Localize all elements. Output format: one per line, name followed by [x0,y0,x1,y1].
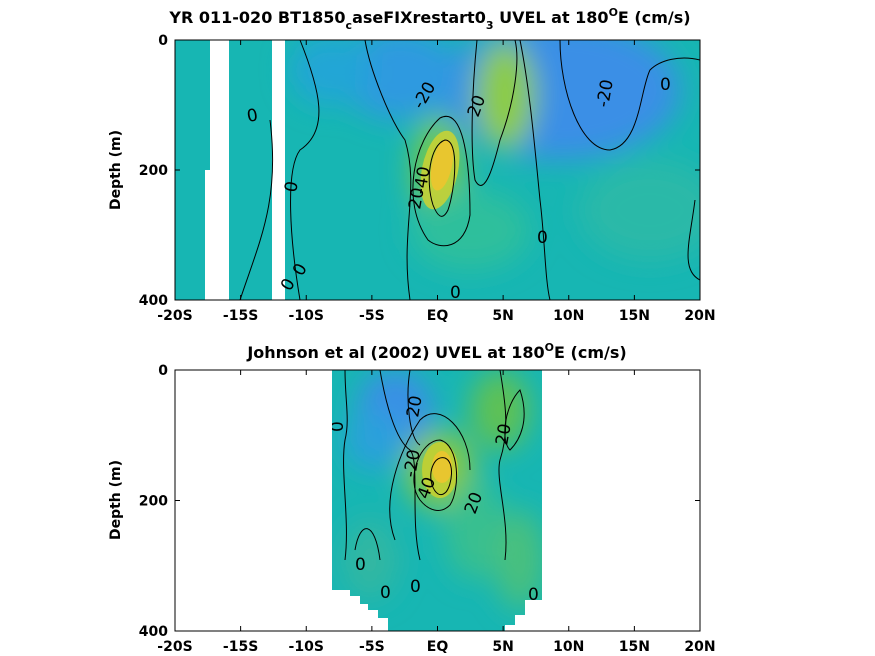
svg-text:0: 0 [328,421,348,432]
panel-2-ylabel: Depth (m) [108,460,124,540]
svg-text:0: 0 [528,585,539,605]
x-tick-label: -5S [359,639,385,655]
svg-text:0: 0 [450,283,461,303]
y-tick-label: 200 [139,163,168,179]
x-tick-label: -5S [359,308,385,324]
svg-text:0: 0 [245,105,259,127]
x-tick-label: 10N [553,639,584,655]
x-tick-label: 10N [553,308,584,324]
x-tick-label: 15N [619,308,650,324]
svg-text:0: 0 [410,577,421,597]
x-tick-label: EQ [427,639,449,655]
x-tick-label: 5N [492,308,513,324]
panel-2-title: Johnson et al (2002) UVEL at 180OE (cm/s… [246,341,626,362]
svg-text:-40: -40 [410,165,435,196]
y-tick-label: 400 [139,293,168,309]
panel-1-field: 0 0 -20 -40 20 20 -20 0 0 0 0 0 [175,40,700,303]
panel-2: Johnson et al (2002) UVEL at 180OE (cm/s… [108,341,716,655]
svg-text:-20: -20 [400,448,425,479]
y-tick-label: 0 [158,363,168,379]
svg-text:20: 20 [403,394,426,419]
svg-text:-20: -20 [593,78,618,109]
svg-text:0: 0 [355,555,366,575]
svg-text:0: 0 [537,228,548,248]
x-tick-label: EQ [427,308,449,324]
svg-text:20: 20 [405,186,428,211]
y-tick-label: 400 [139,624,168,640]
x-tick-label: 5N [492,639,513,655]
svg-text:0: 0 [281,180,303,194]
panel-2-field: 0 20 20 -20 40 20 0 0 0 0 [328,370,542,631]
x-tick-label: -15S [223,639,258,655]
x-tick-label: 15N [619,639,650,655]
panel-1: YR 011-020 BT1850caseFIXrestart03 UVEL a… [108,6,716,324]
x-tick-label: -15S [223,308,258,324]
y-tick-label: 200 [139,494,168,510]
x-tick-label: -10S [289,639,324,655]
svg-text:0: 0 [380,583,391,603]
x-tick-label: 20N [684,308,715,324]
x-tick-label: -10S [289,308,324,324]
panel-1-title: YR 011-020 BT1850caseFIXrestart03 UVEL a… [168,6,690,32]
y-tick-label: 0 [158,33,168,49]
x-tick-label: -20S [157,639,192,655]
x-tick-label: 20N [684,639,715,655]
svg-text:0: 0 [660,75,671,95]
x-tick-label: -20S [157,308,192,324]
svg-text:20: 20 [492,422,515,447]
panel-1-ylabel: Depth (m) [108,130,124,210]
